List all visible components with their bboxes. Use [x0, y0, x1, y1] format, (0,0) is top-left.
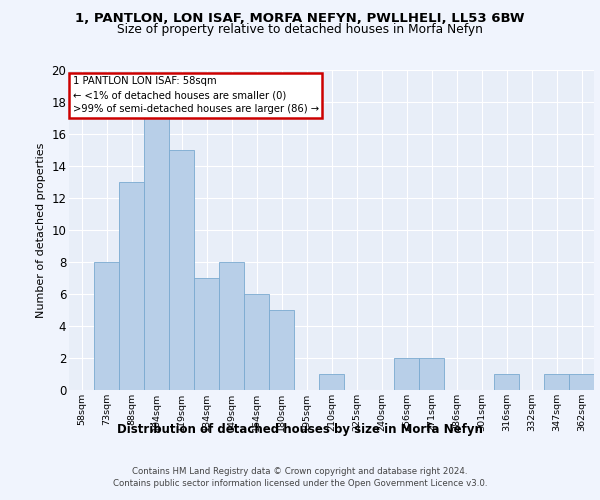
Text: Contains HM Land Registry data © Crown copyright and database right 2024.: Contains HM Land Registry data © Crown c…: [132, 468, 468, 476]
Bar: [569, 374, 594, 390]
Bar: [394, 358, 419, 390]
Bar: [94, 262, 119, 390]
Text: 1, PANTLON, LON ISAF, MORFA NEFYN, PWLLHELI, LL53 6BW: 1, PANTLON, LON ISAF, MORFA NEFYN, PWLLH…: [75, 12, 525, 26]
Text: Size of property relative to detached houses in Morfa Nefyn: Size of property relative to detached ho…: [117, 22, 483, 36]
Bar: [319, 374, 344, 390]
Bar: [419, 358, 444, 390]
Text: 1 PANTLON LON ISAF: 58sqm
← <1% of detached houses are smaller (0)
>99% of semi-: 1 PANTLON LON ISAF: 58sqm ← <1% of detac…: [73, 76, 319, 114]
Bar: [269, 310, 294, 390]
Text: Distribution of detached houses by size in Morfa Nefyn: Distribution of detached houses by size …: [117, 422, 483, 436]
Bar: [244, 294, 269, 390]
Bar: [144, 118, 169, 390]
Bar: [219, 262, 244, 390]
Text: Contains public sector information licensed under the Open Government Licence v3: Contains public sector information licen…: [113, 479, 487, 488]
Y-axis label: Number of detached properties: Number of detached properties: [35, 142, 46, 318]
Bar: [119, 182, 144, 390]
Bar: [169, 150, 194, 390]
Bar: [544, 374, 569, 390]
Bar: [194, 278, 219, 390]
Bar: [494, 374, 519, 390]
